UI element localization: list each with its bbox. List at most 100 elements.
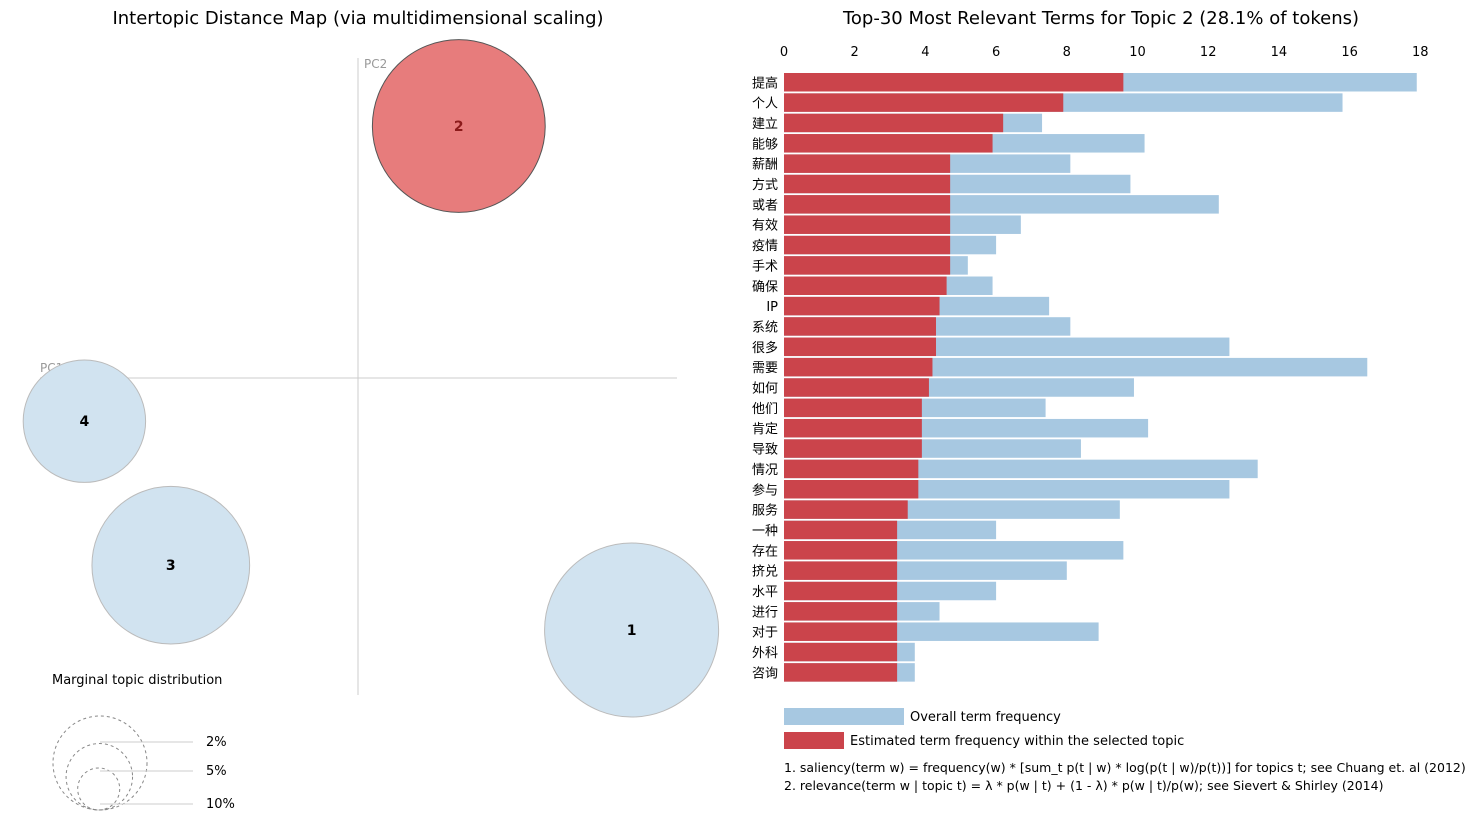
bar-topic-8[interactable] [784,235,951,255]
term-label-9[interactable]: 手术 [752,259,778,274]
marginal-circle-2pct [77,767,121,811]
term-label-16[interactable]: 他们 [752,402,778,417]
bar-topic-26[interactable] [784,602,898,621]
bar-topic-4[interactable] [784,154,951,173]
marginal-title: Marginal topic distribution [52,673,222,688]
term-label-22[interactable]: 一种 [752,524,778,539]
bar-topic-21[interactable] [784,500,908,519]
bar-topic-28[interactable] [784,642,898,662]
term-label-24[interactable]: 挤兑 [752,565,778,580]
bar-topic-12[interactable] [784,317,937,336]
bar-topic-18[interactable] [784,439,922,458]
term-label-6[interactable]: 或者 [752,198,778,213]
marginal-legend: 2% 5% 10% [52,715,235,812]
term-label-0[interactable]: 提高 [752,75,778,91]
topic-circle-3[interactable] [91,485,251,645]
relevance-note: 2. relevance(term w | topic t) = λ * p(w… [784,778,1383,793]
bar-topic-24[interactable] [784,561,898,580]
x-tick-14: 14 [1271,45,1288,60]
term-label-29[interactable]: 咨询 [752,666,778,681]
x-tick-12: 12 [1200,45,1217,60]
bar-topic-25[interactable] [784,581,898,601]
legend-overall-swatch [784,708,904,725]
term-label-8[interactable]: 疫情 [752,238,778,254]
x-tick-10: 10 [1129,45,1146,60]
legend-topic-label: Estimated term frequency within the sele… [850,734,1184,749]
term-label-11[interactable]: IP [766,300,778,315]
x-tick-4: 4 [921,45,929,60]
topic-circles: 1 2 3 4 [22,39,720,718]
bar-topic-9[interactable] [784,256,951,275]
term-label-13[interactable]: 很多 [752,340,778,356]
term-label-26[interactable]: 进行 [752,605,778,620]
topic-circle-2[interactable] [371,39,546,213]
bar-topic-20[interactable] [784,480,919,499]
bar-topic-17[interactable] [784,418,922,438]
term-label-5[interactable]: 方式 [752,177,778,193]
term-label-14[interactable]: 需要 [752,361,778,376]
topic-label-1: 1 [627,623,637,639]
bar-topic-3[interactable] [784,134,993,153]
term-label-1[interactable]: 个人 [752,97,778,112]
term-label-19[interactable]: 情况 [752,463,778,478]
bar-topic-22[interactable] [784,520,898,540]
pc2-label: PC2 [364,57,387,71]
bar-topic-5[interactable] [784,174,951,194]
bar-topic-27[interactable] [784,622,898,641]
term-label-17[interactable]: 肯定 [752,422,778,437]
bar-topic-2[interactable] [784,113,1004,133]
term-label-2[interactable]: 建立 [752,117,778,132]
term-label-21[interactable]: 服务 [752,503,778,519]
term-label-10[interactable]: 确保 [752,280,778,295]
x-axis-ticks: 0 2 4 6 8 10 12 14 16 18 [780,45,1429,60]
bar-topic-6[interactable] [784,195,951,214]
term-label-4[interactable]: 薪酬 [752,158,778,173]
term-label-3[interactable]: 能够 [752,137,778,152]
intertopic-map: Intertopic Distance Map (via multidimens… [22,8,720,812]
marginal-label-10pct: 10% [206,797,235,812]
bar-topic-19[interactable] [784,459,919,479]
term-label-12[interactable]: 系统 [752,320,778,335]
term-label-20[interactable]: 参与 [752,482,778,498]
topic-label-2: 2 [454,119,464,135]
map-title: Intertopic Distance Map (via multidimens… [112,8,603,29]
bar-legend: Overall term frequency Estimated term fr… [784,708,1184,749]
legend-topic-swatch [784,732,844,749]
term-label-18[interactable]: 导致 [752,443,778,458]
legend-overall-label: Overall term frequency [910,710,1061,725]
term-label-15[interactable]: 如何 [752,381,778,397]
term-bar-chart: Top-30 Most Relevant Terms for Topic 2 (… [752,8,1466,793]
topic-circle-1[interactable] [544,542,720,718]
bar-topic-23[interactable] [784,541,898,560]
term-label-27[interactable]: 对于 [752,626,778,641]
x-tick-2: 2 [851,45,859,60]
topic-label-3: 3 [166,558,176,574]
bars [784,73,1417,682]
bar-topic-14[interactable] [784,357,933,377]
bar-topic-29[interactable] [784,663,898,682]
bar-topic-7[interactable] [784,215,951,234]
marginal-circle-10pct [52,715,148,811]
marginal-label-2pct: 2% [206,735,227,750]
marginal-circle-5pct [65,743,134,811]
x-tick-6: 6 [992,45,1000,60]
bar-topic-0[interactable] [784,73,1124,92]
saliency-note: 1. saliency(term w) = frequency(w) * [su… [784,760,1466,775]
bar-topic-15[interactable] [784,378,929,397]
bar-topic-16[interactable] [784,398,922,418]
x-tick-18: 18 [1412,45,1429,60]
bar-topic-11[interactable] [784,296,940,316]
bar-topic-13[interactable] [784,337,937,357]
x-tick-8: 8 [1063,45,1071,60]
term-label-25[interactable]: 水平 [752,585,778,600]
term-label-23[interactable]: 存在 [752,544,778,559]
x-tick-0: 0 [780,45,788,60]
term-label-7[interactable]: 有效 [752,219,778,234]
marginal-label-5pct: 5% [206,764,227,779]
bar-topic-1[interactable] [784,93,1064,112]
topic-circle-4[interactable] [22,359,147,483]
term-label-28[interactable]: 外科 [752,646,778,661]
bar-topic-10[interactable] [784,276,947,296]
